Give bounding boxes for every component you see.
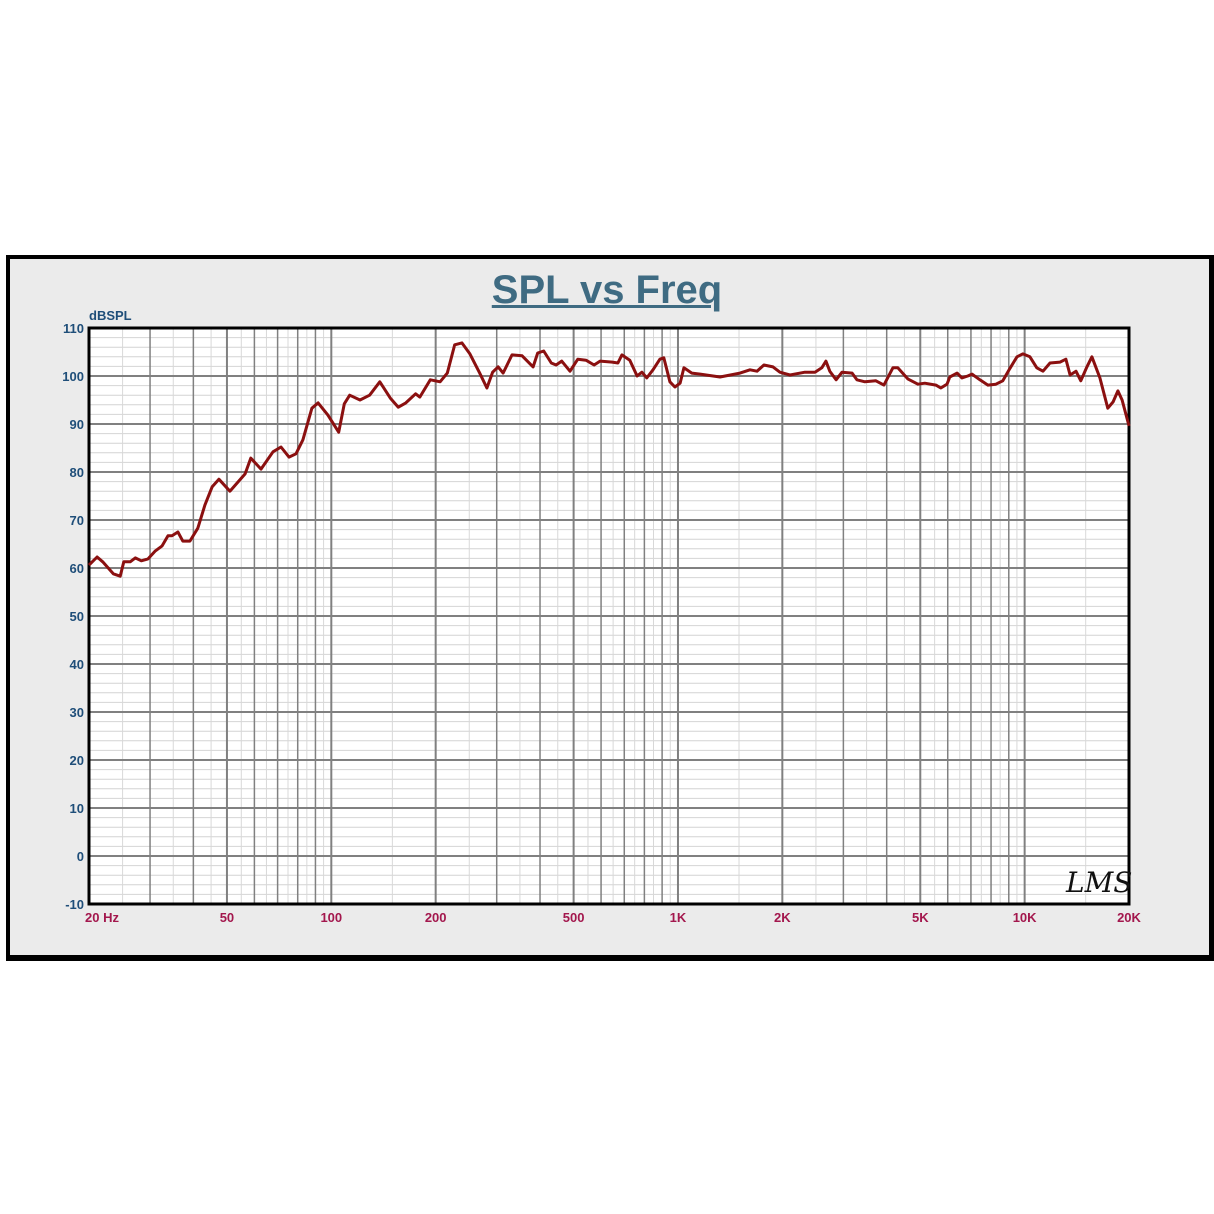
x-tick-label: 200 [425, 910, 447, 925]
x-tick-label: 2K [774, 910, 791, 925]
x-tick-label: 10K [1013, 910, 1037, 925]
y-tick-label: 70 [70, 513, 84, 528]
y-tick-label: 10 [70, 801, 84, 816]
x-tick-label: 50 [220, 910, 234, 925]
x-tick-label: 1K [670, 910, 687, 925]
y-tick-label: 60 [70, 561, 84, 576]
y-tick-label: 50 [70, 609, 84, 624]
lms-logo: LMS [1065, 866, 1132, 899]
y-axis-label: dBSPL [89, 308, 132, 323]
chart-title: SPL vs Freq [491, 268, 723, 312]
spl-curve [87, 341, 1131, 578]
x-tick-label: 20K [1117, 910, 1141, 925]
x-tick-label: 500 [563, 910, 585, 925]
y-tick-label: 30 [70, 705, 84, 720]
y-tick-label: 100 [62, 369, 84, 384]
y-tick-label: 110 [63, 321, 84, 336]
y-tick-label: 20 [70, 753, 84, 768]
y-tick-label: 0 [77, 849, 84, 864]
x-tick-label: 20 Hz [85, 910, 119, 925]
y-tick-label: 80 [70, 465, 84, 480]
x-tick-label: 100 [320, 910, 342, 925]
x-tick-label: 5K [912, 910, 929, 925]
y-tick-label: -10 [65, 897, 84, 912]
plot-border [87, 326, 1131, 906]
y-tick-label: 40 [70, 657, 84, 672]
y-tick-label: 90 [70, 417, 84, 432]
